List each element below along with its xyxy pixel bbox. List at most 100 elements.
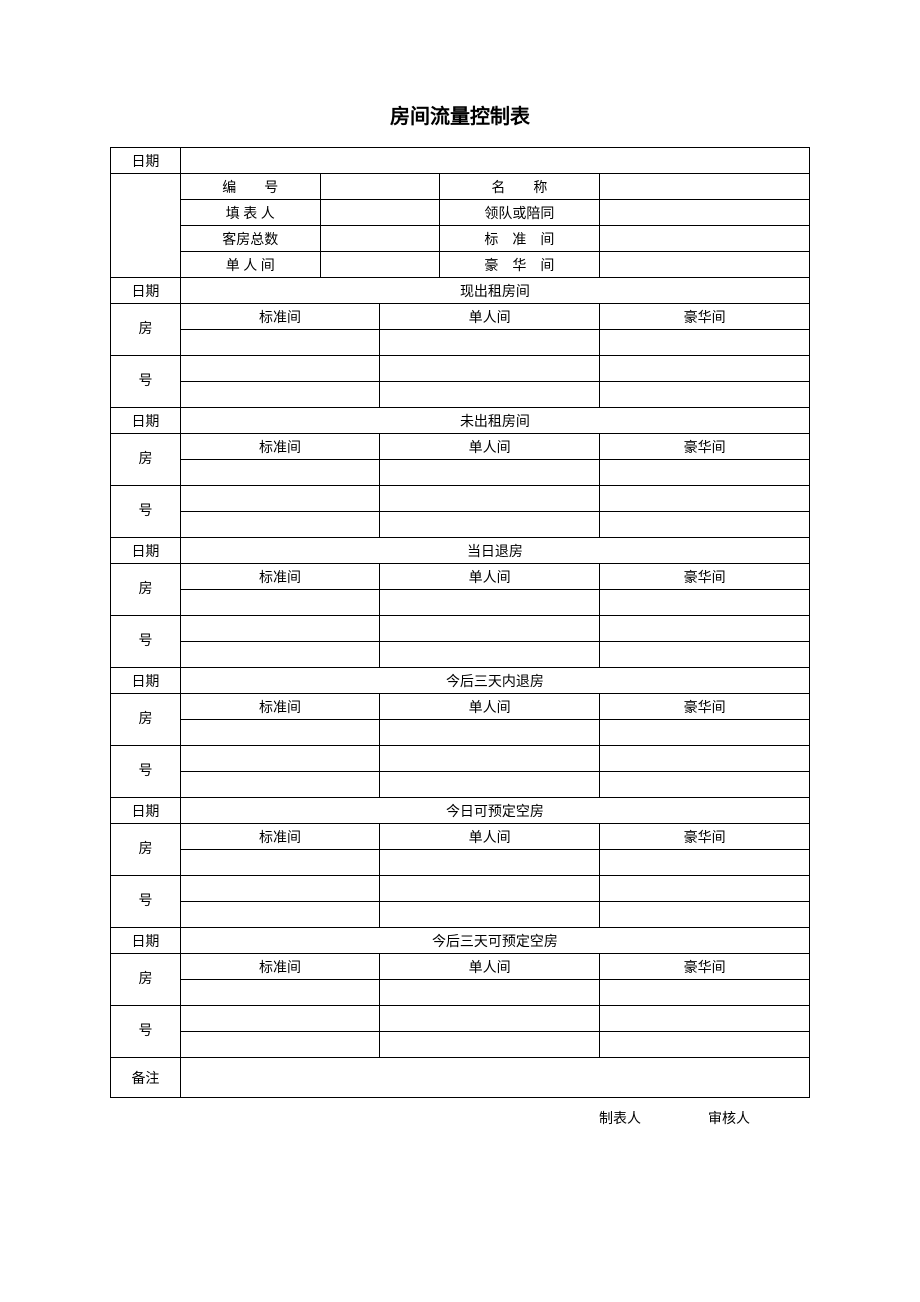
section-title: 今日可预定空房 xyxy=(180,798,809,824)
room-label: 房 xyxy=(111,694,181,746)
label-name: 名 称 xyxy=(439,174,600,200)
col-standard: 标准间 xyxy=(180,824,379,850)
room-label: 房 xyxy=(111,824,181,876)
section-date-label: 日期 xyxy=(111,538,181,564)
label-preparer: 填 表 人 xyxy=(180,200,320,226)
col-standard: 标准间 xyxy=(180,694,379,720)
value-preparer xyxy=(320,200,439,226)
label-deluxe: 豪 华 间 xyxy=(439,252,600,278)
cell xyxy=(180,980,379,1006)
section-date-label: 日期 xyxy=(111,278,181,304)
cell xyxy=(180,590,379,616)
cell xyxy=(380,850,600,876)
cell xyxy=(600,902,810,928)
room-flow-table: 日期 编 号 名 称 填 表 人 领队或陪同 客房总数 标 准 间 单 人 间 … xyxy=(110,147,810,1098)
value-total xyxy=(320,226,439,252)
cell xyxy=(180,902,379,928)
cell xyxy=(380,512,600,538)
date-label: 日期 xyxy=(111,148,181,174)
cell xyxy=(180,772,379,798)
cell xyxy=(180,746,379,772)
col-deluxe: 豪华间 xyxy=(600,304,810,330)
col-deluxe: 豪华间 xyxy=(600,824,810,850)
value-name xyxy=(600,174,810,200)
cell xyxy=(380,1006,600,1032)
room-label-2: 号 xyxy=(111,486,181,538)
cell xyxy=(600,850,810,876)
date-value xyxy=(180,148,809,174)
col-deluxe: 豪华间 xyxy=(600,564,810,590)
cell xyxy=(600,356,810,382)
cell xyxy=(380,772,600,798)
cell xyxy=(380,590,600,616)
room-label: 房 xyxy=(111,434,181,486)
cell xyxy=(180,616,379,642)
cell xyxy=(380,382,600,408)
cell xyxy=(180,382,379,408)
col-deluxe: 豪华间 xyxy=(600,954,810,980)
section-title: 当日退房 xyxy=(180,538,809,564)
cell xyxy=(600,642,810,668)
cell xyxy=(180,642,379,668)
cell xyxy=(600,486,810,512)
value-single xyxy=(320,252,439,278)
label-single: 单 人 间 xyxy=(180,252,320,278)
col-single: 单人间 xyxy=(380,954,600,980)
value-leader xyxy=(600,200,810,226)
section-date-label: 日期 xyxy=(111,798,181,824)
cell xyxy=(600,720,810,746)
label-number: 编 号 xyxy=(180,174,320,200)
section-title: 现出租房间 xyxy=(180,278,809,304)
section-date-label: 日期 xyxy=(111,928,181,954)
col-single: 单人间 xyxy=(380,304,600,330)
reviewer-label: 审核人 xyxy=(708,1112,750,1127)
room-label-2: 号 xyxy=(111,1006,181,1058)
room-label: 房 xyxy=(111,564,181,616)
room-label-2: 号 xyxy=(111,616,181,668)
cell xyxy=(600,772,810,798)
value-deluxe xyxy=(600,252,810,278)
cell xyxy=(380,486,600,512)
cell xyxy=(380,980,600,1006)
col-deluxe: 豪华间 xyxy=(600,434,810,460)
cell xyxy=(600,876,810,902)
section-date-label: 日期 xyxy=(111,408,181,434)
remarks-label: 备注 xyxy=(111,1058,181,1098)
col-single: 单人间 xyxy=(380,694,600,720)
cell xyxy=(380,356,600,382)
cell xyxy=(600,746,810,772)
page-title: 房间流量控制表 xyxy=(110,100,810,129)
room-label-2: 号 xyxy=(111,356,181,408)
cell xyxy=(600,1006,810,1032)
cell xyxy=(180,356,379,382)
col-single: 单人间 xyxy=(380,564,600,590)
cell xyxy=(180,512,379,538)
cell xyxy=(600,512,810,538)
cell xyxy=(180,876,379,902)
room-label-2: 号 xyxy=(111,876,181,928)
cell xyxy=(600,616,810,642)
blank-left xyxy=(111,174,181,278)
cell xyxy=(180,330,379,356)
room-label: 房 xyxy=(111,954,181,1006)
cell xyxy=(380,460,600,486)
label-standard: 标 准 间 xyxy=(439,226,600,252)
cell xyxy=(380,746,600,772)
cell xyxy=(180,486,379,512)
preparer-label: 制表人 xyxy=(599,1112,641,1127)
cell xyxy=(380,876,600,902)
col-standard: 标准间 xyxy=(180,954,379,980)
cell xyxy=(380,330,600,356)
cell xyxy=(600,460,810,486)
col-standard: 标准间 xyxy=(180,564,379,590)
label-leader: 领队或陪同 xyxy=(439,200,600,226)
footer: 制表人 审核人 xyxy=(110,1108,810,1128)
label-total: 客房总数 xyxy=(180,226,320,252)
col-single: 单人间 xyxy=(380,434,600,460)
cell xyxy=(600,382,810,408)
cell xyxy=(380,642,600,668)
cell xyxy=(380,616,600,642)
value-number xyxy=(320,174,439,200)
section-title: 今后三天可预定空房 xyxy=(180,928,809,954)
cell xyxy=(600,590,810,616)
